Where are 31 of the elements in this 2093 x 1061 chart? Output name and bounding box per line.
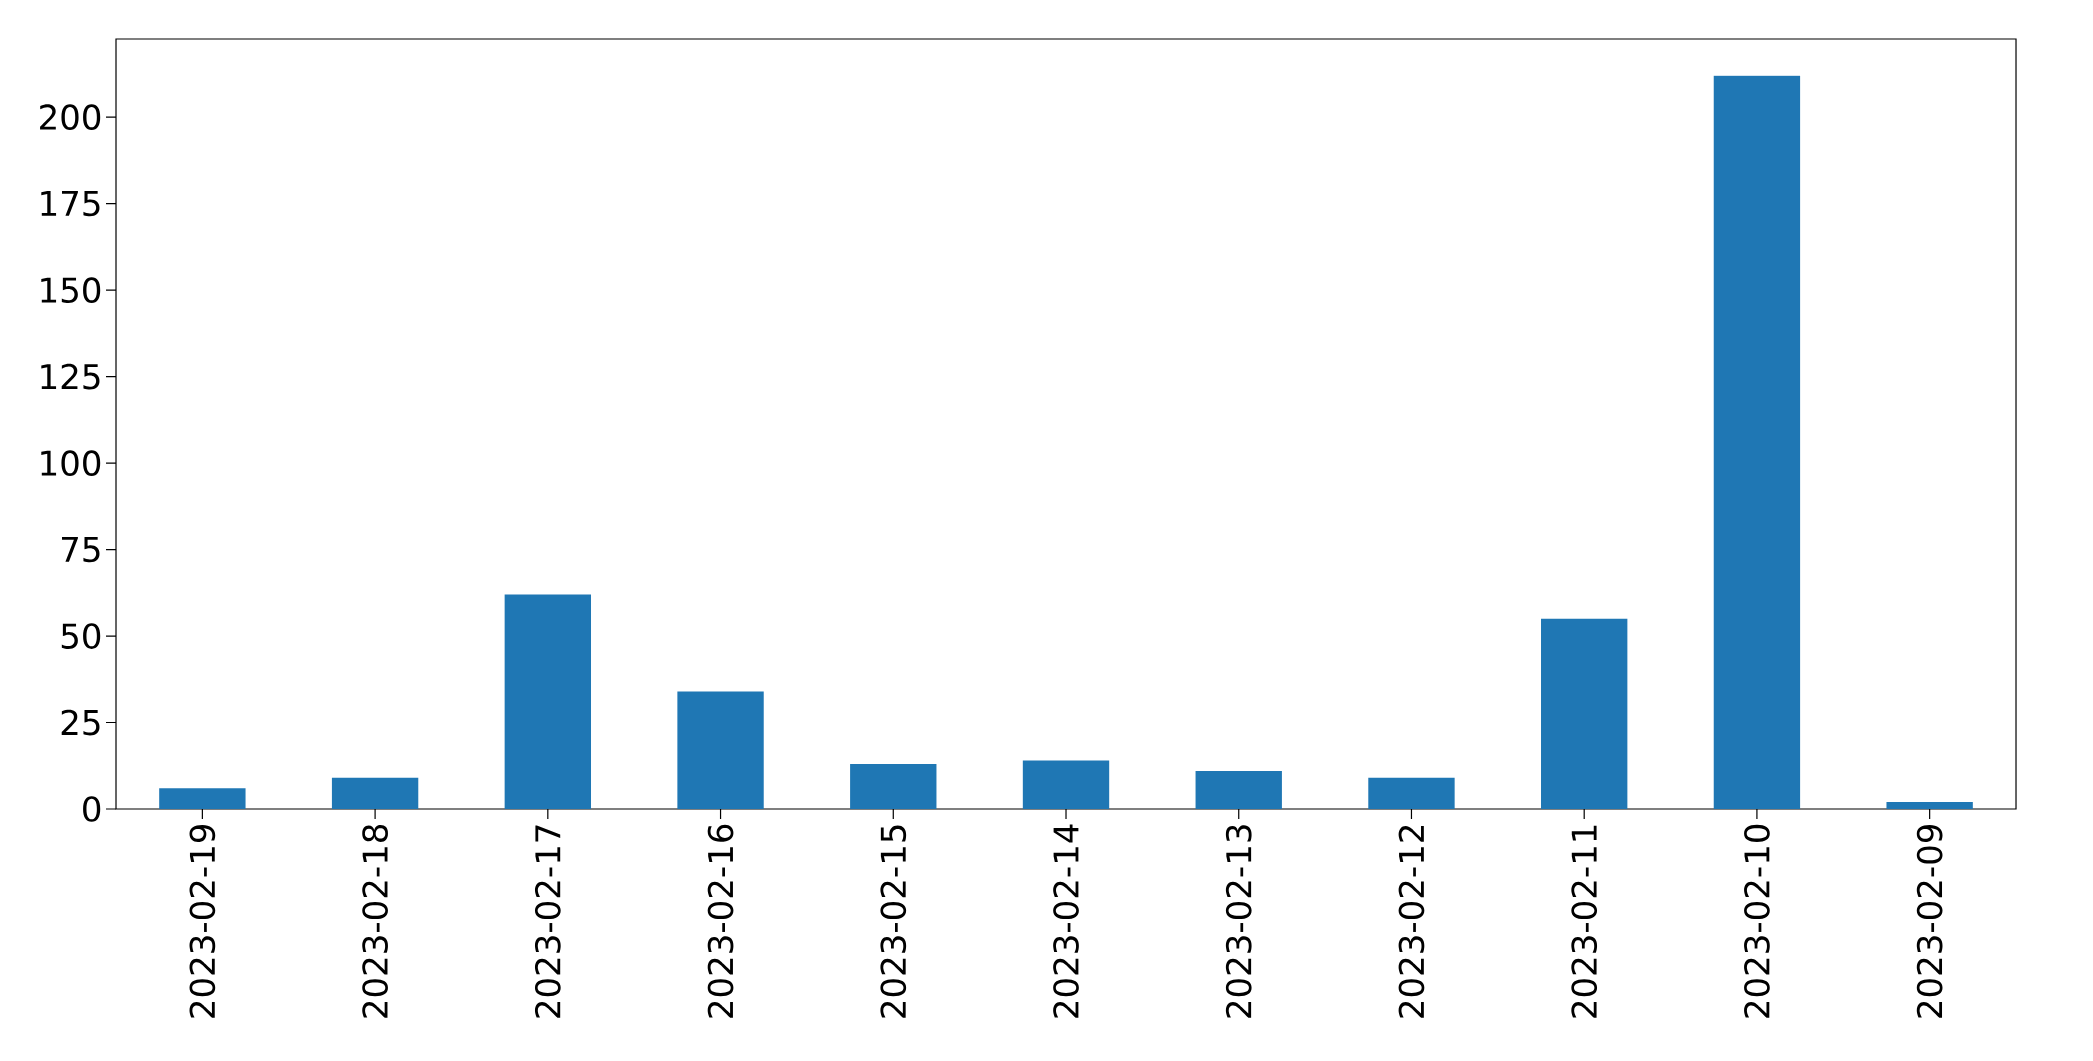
bar xyxy=(1541,618,1628,809)
x-tick-label: 2023-02-17 xyxy=(534,825,561,1018)
y-tick-label: 0 xyxy=(83,796,101,822)
bar xyxy=(159,788,246,809)
y-tick-label: 25 xyxy=(61,709,100,736)
bar xyxy=(1713,75,1801,809)
bar xyxy=(1368,777,1455,809)
x-tick-label: 2023-02-14 xyxy=(1053,824,1079,1018)
x-tick-label: 2023-02-09 xyxy=(1916,824,1943,1018)
bar xyxy=(1886,802,1973,809)
bar xyxy=(331,777,419,809)
x-tick-label: 2023-02-13 xyxy=(1225,825,1252,1018)
bar xyxy=(504,594,592,809)
y-tick-label: 175 xyxy=(41,191,100,217)
y-tick-label: 50 xyxy=(61,623,101,649)
x-tick-label: 2023-02-11 xyxy=(1571,825,1598,1018)
bar xyxy=(1195,770,1282,809)
bar xyxy=(677,691,764,809)
x-tick-label: 2023-02-18 xyxy=(362,824,388,1018)
y-tick-label: 75 xyxy=(62,536,100,563)
x-tick-label: 2023-02-12 xyxy=(1398,825,1425,1018)
y-tick-label: 200 xyxy=(40,104,101,131)
y-tick-label: 150 xyxy=(41,277,101,303)
y-tick-label: 100 xyxy=(41,450,101,476)
x-tick-label: 2023-02-10 xyxy=(1744,824,1770,1018)
x-tick-label: 2023-02-16 xyxy=(707,824,734,1018)
bar xyxy=(850,764,937,809)
x-tick-label: 2023-02-19 xyxy=(189,824,216,1018)
y-tick-label: 125 xyxy=(41,363,100,390)
bar xyxy=(1022,760,1110,809)
x-tick-label: 2023-02-15 xyxy=(880,825,907,1018)
